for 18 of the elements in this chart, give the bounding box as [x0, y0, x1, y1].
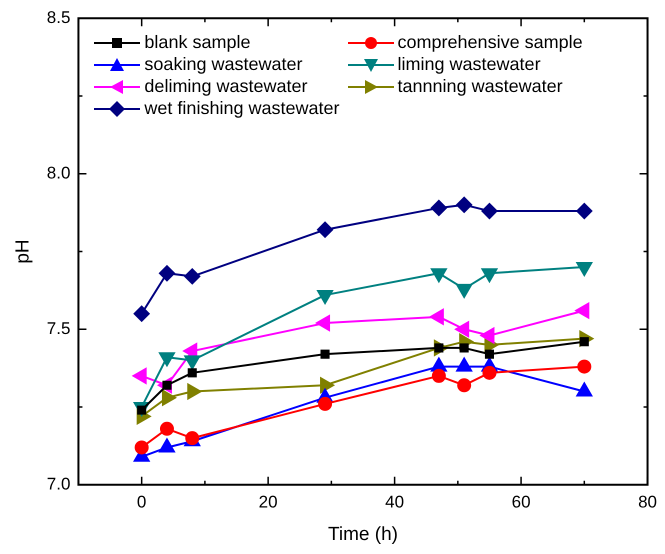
x-tick-label: 40: [385, 492, 404, 512]
x-tick-label: 80: [638, 492, 658, 512]
x-axis-title: Time (h): [328, 524, 398, 545]
x-tick-label: 20: [258, 492, 278, 512]
legend-label: deliming wastewater: [144, 76, 308, 98]
y-tick-label: 8.5: [46, 8, 70, 27]
y-tick-label: 8.0: [46, 163, 70, 182]
y-tick-label: 7.0: [46, 474, 70, 494]
legend-label: comprehensive sample: [398, 32, 583, 54]
legend-label: wet finishing wastewater: [144, 98, 340, 120]
legend-label: liming wastewater: [398, 54, 541, 76]
x-tick-label: 0: [136, 492, 146, 512]
legend-label: tannning wastewater: [398, 76, 563, 98]
legend-label: blank sample: [144, 32, 250, 54]
y-axis-title: pH: [12, 239, 34, 264]
x-tick-label: 60: [512, 492, 531, 512]
y-tick-label: 7.5: [46, 318, 70, 338]
legend-label: soaking wastewater: [144, 54, 303, 76]
